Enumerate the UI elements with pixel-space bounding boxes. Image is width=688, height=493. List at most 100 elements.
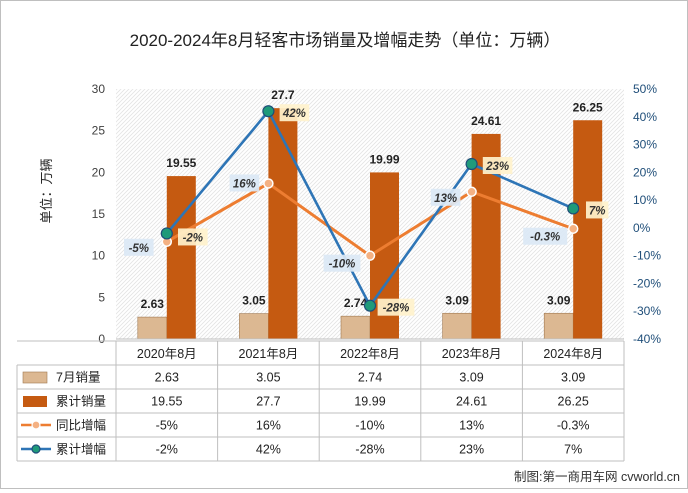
- right-tick-label: 10%: [633, 193, 657, 207]
- table-cell: 3.09: [459, 371, 483, 385]
- yoy-growth-tag: [430, 188, 461, 206]
- point-cumulative-growth: [160, 227, 173, 240]
- cumulative-growth-label: -2%: [183, 232, 203, 244]
- left-tick-label: 10: [92, 249, 106, 263]
- legend-label: 同比增幅: [56, 418, 106, 433]
- point-cumulative-growth: [567, 202, 580, 215]
- data-table: 2020年8月 2021年8月 2022年8月 2023年8月 2024年8月 7月销量 2…: [16, 340, 625, 462]
- right-tick-label: -30%: [633, 304, 661, 318]
- right-tick-label: 0%: [633, 221, 651, 235]
- table-cell: 13%: [459, 419, 484, 433]
- bar-monthly-sales: [239, 313, 269, 340]
- table-cell: 3.09: [561, 371, 585, 385]
- legend-swatch-marker: [31, 420, 41, 430]
- right-tick-label: -10%: [633, 249, 661, 263]
- category-label: 2022年8月: [340, 347, 400, 361]
- left-tick-label: 0: [98, 332, 105, 346]
- yoy-growth-label: -5%: [129, 243, 149, 255]
- left-tick-label: 30: [92, 82, 106, 96]
- yoy-growth-tag: [229, 174, 260, 192]
- table-cell: 3.05: [256, 371, 280, 385]
- point-cumulative-growth: [465, 157, 478, 171]
- bar-monthly-label: 3.05: [242, 294, 266, 308]
- category-label: 2024年8月: [543, 347, 603, 361]
- point-yoy-growth: [567, 223, 579, 234]
- cumulative-growth-label: 7%: [589, 205, 606, 217]
- right-tick-label: 40%: [633, 110, 657, 124]
- yoy-growth-tag: [323, 254, 361, 272]
- yoy-growth-tag: [523, 227, 568, 245]
- right-axis-ticks: -40% -30% -20% -10% 0% 10% 20% 30% 40% 50%: [633, 82, 661, 346]
- legend-label: 累计销量: [56, 395, 106, 409]
- table-cell: -10%: [355, 419, 384, 433]
- bar-monthly-label: 3.09: [547, 293, 571, 307]
- table-cell: 23%: [459, 443, 484, 457]
- point-yoy-growth: [466, 186, 477, 198]
- bar-monthly-label: 3.09: [445, 293, 469, 307]
- right-tick-label: 50%: [633, 82, 657, 96]
- yoy-growth-label: 13%: [434, 193, 457, 205]
- legend-swatch-bar: [23, 396, 47, 407]
- line-series: -5% 16% -10% 13% -0.3% -2% 42% -28% 23% 7%: [124, 104, 609, 316]
- category-label: 2023年8月: [442, 347, 502, 361]
- bar-cumulative-sales: [268, 108, 298, 340]
- cumulative-growth-tag: [586, 201, 609, 219]
- point-yoy-growth: [263, 178, 274, 189]
- cumulative-growth-tag: [482, 157, 513, 174]
- bar-monthly-sales: [137, 316, 168, 340]
- legend-label: 7月销量: [56, 371, 100, 385]
- cumulative-growth-label: 23%: [485, 161, 509, 173]
- chart-title: 2020-2024年8月轻客市场销量及增幅走势（单位：万辆）: [130, 31, 561, 50]
- right-tick-label: -20%: [633, 276, 661, 290]
- cumulative-growth-tag: [178, 228, 208, 246]
- left-tick-label: 5: [98, 290, 105, 304]
- bar-cumulative-label: 19.99: [369, 152, 399, 166]
- cumulative-growth-tag: [279, 104, 310, 122]
- yoy-growth-label: -10%: [329, 259, 356, 271]
- bar-cumulative-label: 27.7: [271, 88, 295, 102]
- category-label: 2021年8月: [239, 347, 299, 361]
- table-cell: -28%: [355, 443, 384, 457]
- yoy-growth-label: 16%: [233, 178, 256, 190]
- table-cell: 42%: [256, 443, 281, 457]
- table-cell: 7%: [564, 443, 582, 457]
- bar-monthly-sales: [442, 312, 472, 340]
- bar-cumulative-label: 26.25: [573, 100, 603, 114]
- bar-monthly-sales: [543, 312, 574, 340]
- bar-cumulative-label: 24.61: [471, 114, 501, 128]
- table-cell: 19.99: [354, 395, 385, 409]
- right-tick-label: 30%: [633, 138, 657, 152]
- right-tick-label: -40%: [633, 332, 661, 346]
- bar-cumulative-label: 19.55: [166, 156, 196, 170]
- left-tick-label: 20: [92, 165, 106, 179]
- table-cell: 26.25: [558, 395, 589, 409]
- bar-monthly-label: 2.63: [141, 297, 165, 311]
- table-cell: 27.7: [256, 395, 280, 409]
- yoy-growth-tag: [124, 238, 154, 256]
- category-label: 2020年8月: [137, 347, 197, 361]
- point-cumulative-growth: [363, 299, 377, 312]
- yoy-growth-label: -0.3%: [530, 232, 560, 244]
- point-cumulative-growth: [262, 105, 275, 118]
- table-cell: 19.55: [151, 395, 182, 409]
- left-tick-label: 25: [92, 124, 106, 138]
- legend-swatch-bar: [22, 371, 48, 384]
- bar-monthly-sales: [340, 315, 371, 340]
- source-credit: 制图:第一商用车网 cvworld.cn: [514, 469, 680, 484]
- table-cell: 2.63: [155, 371, 179, 385]
- right-tick-label: 20%: [633, 165, 657, 179]
- bar-monthly-label: 2.74: [344, 296, 368, 310]
- legend-swatch-marker: [31, 444, 41, 454]
- left-tick-label: 15: [92, 207, 106, 221]
- cumulative-growth-tag: [377, 298, 415, 316]
- point-yoy-growth: [364, 250, 376, 261]
- table-cell: 24.61: [456, 395, 487, 409]
- cumulative-growth-label: -28%: [383, 303, 410, 315]
- table-cell: -0.3%: [557, 419, 590, 433]
- legend-label: 累计增幅: [56, 442, 106, 457]
- cumulative-growth-label: 42%: [282, 108, 306, 120]
- bar-cumulative-sales: [166, 176, 196, 339]
- table-cell: -5%: [156, 419, 178, 433]
